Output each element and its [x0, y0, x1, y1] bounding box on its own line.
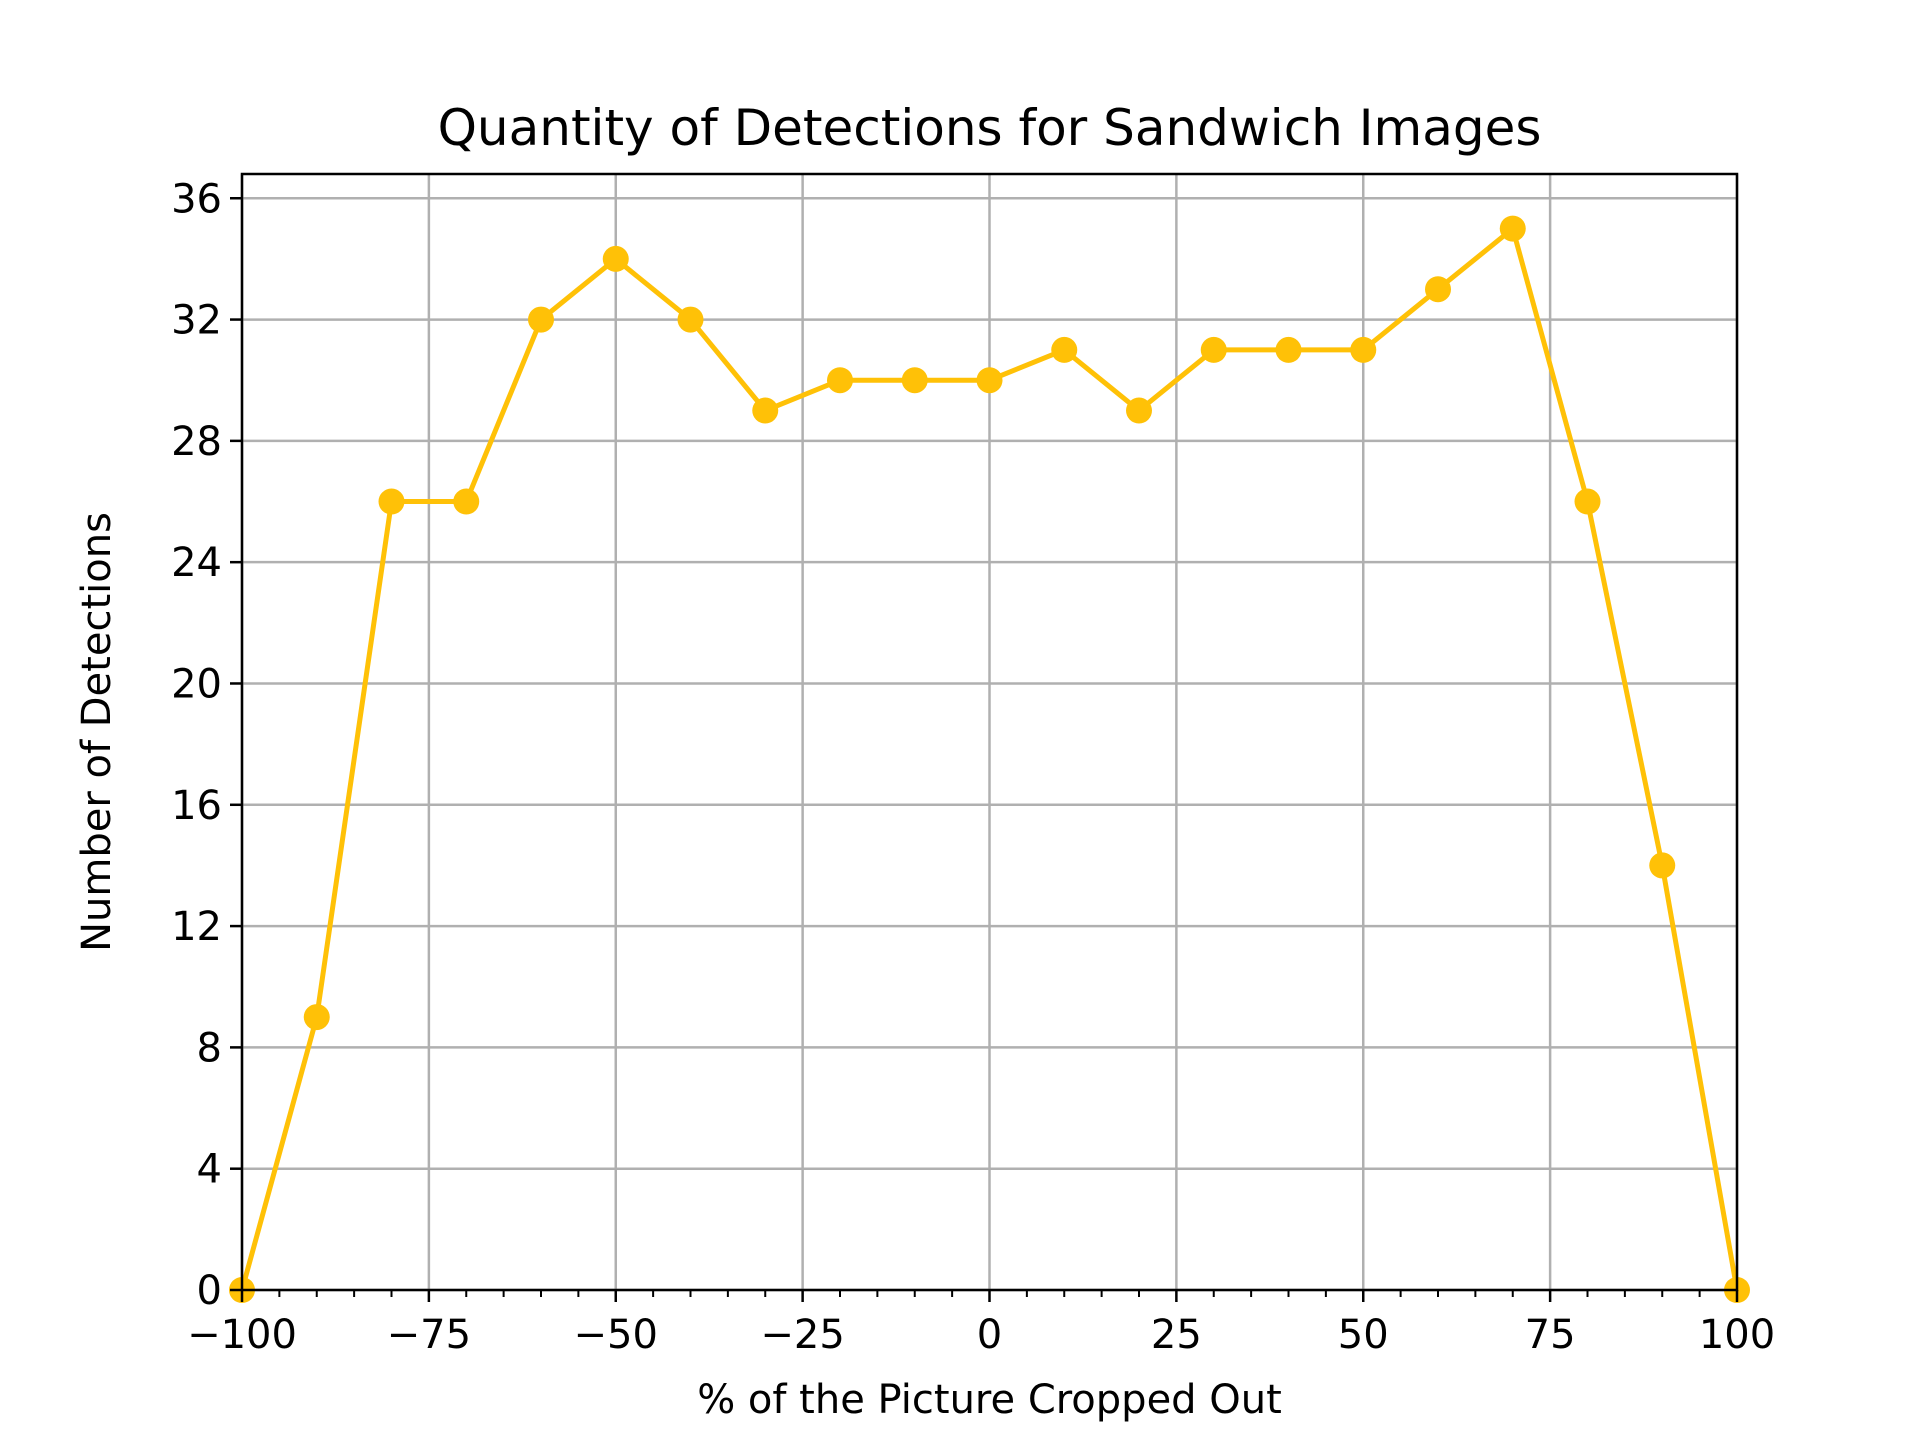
y-tick-label: 4: [197, 1147, 222, 1193]
x-tick-label: −100: [187, 1312, 297, 1358]
x-axis-label: % of the Picture Cropped Out: [697, 1377, 1282, 1423]
y-tick-label: 20: [171, 661, 222, 707]
x-tick-label: −50: [574, 1312, 658, 1358]
data-point: [602, 245, 629, 272]
data-point: [901, 367, 928, 394]
x-tick-label: 50: [1338, 1312, 1389, 1358]
x-tick-label: 25: [1151, 1312, 1202, 1358]
y-tick-label: 32: [171, 298, 222, 344]
data-point: [1350, 336, 1377, 363]
data-point: [827, 367, 853, 394]
data-point: [1425, 276, 1451, 303]
y-tick-label: 8: [197, 1025, 222, 1071]
y-axis-label: Number of Detections: [74, 512, 120, 952]
data-point: [303, 1004, 330, 1031]
data-point: [1574, 488, 1601, 515]
x-tick-label: −25: [760, 1312, 844, 1358]
data-point: [677, 306, 704, 333]
data-point: [1051, 336, 1078, 363]
axis-ticks: −100 −75 −50 −25 0 25 50 75 100 0 4 8 12 16 20 24 28 32 36: [171, 176, 1775, 1358]
data-point: [1649, 852, 1676, 879]
data-point: [1275, 336, 1302, 363]
x-tick-label: 0: [977, 1312, 1002, 1358]
data-point: [378, 488, 405, 515]
x-tick-label: −75: [387, 1312, 471, 1358]
y-tick-label: 28: [171, 419, 222, 465]
x-tick-label: 100: [1699, 1312, 1775, 1358]
chart-title: Quantity of Detections for Sandwich Imag…: [438, 99, 1542, 157]
x-tick-label: 75: [1525, 1312, 1576, 1358]
y-tick-label: 24: [171, 540, 222, 586]
y-tick-label: 16: [171, 783, 222, 829]
y-tick-label: 0: [197, 1268, 222, 1314]
data-point: [1200, 336, 1227, 363]
y-tick-label: 36: [171, 176, 222, 222]
data-point: [976, 367, 1003, 394]
data-point: [528, 306, 554, 333]
data-point: [1126, 397, 1152, 424]
y-tick-label: 12: [171, 904, 222, 950]
series-layer: [229, 215, 1750, 1303]
data-point: [453, 488, 480, 515]
data-point: [752, 397, 779, 424]
data-point: [1499, 215, 1526, 242]
